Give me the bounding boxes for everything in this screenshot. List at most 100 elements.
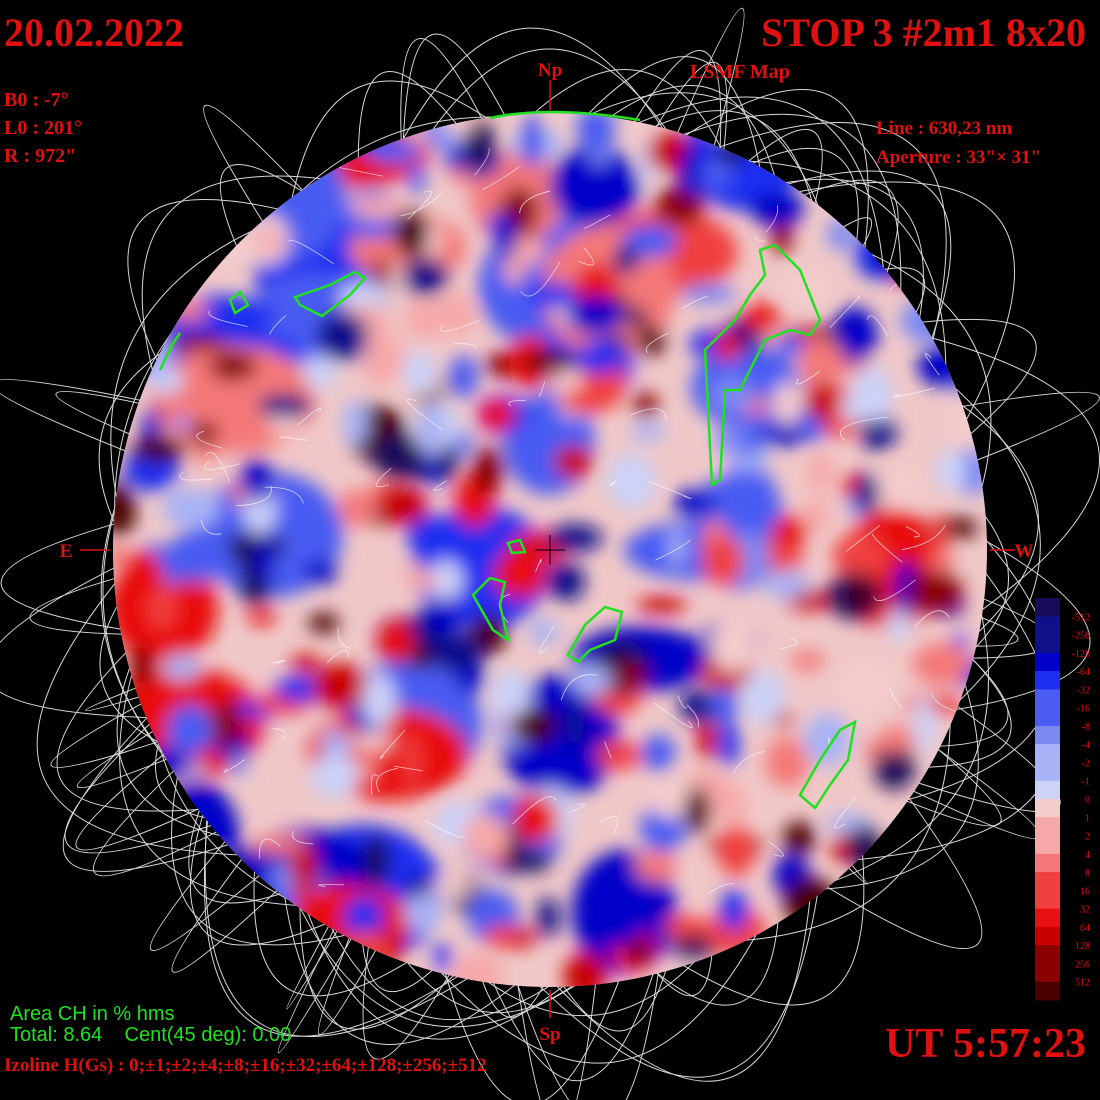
field-line <box>375 467 392 488</box>
field-patch <box>472 446 504 495</box>
instrument: Line : 630,23 nm <box>876 118 1012 139</box>
field-patch <box>638 325 665 356</box>
field-line <box>357 71 462 166</box>
field-line <box>558 963 669 1032</box>
field-line <box>119 662 309 907</box>
field-line <box>297 407 321 426</box>
field-line <box>535 558 542 573</box>
colorbar-label: 16 <box>1080 886 1090 897</box>
field-patch <box>393 209 430 257</box>
field-patch <box>713 333 741 362</box>
field-patch <box>662 915 709 938</box>
field-patch <box>512 795 559 843</box>
field-line <box>560 674 597 701</box>
field-line <box>64 718 219 854</box>
field-patch <box>120 551 164 600</box>
field-patch <box>710 619 756 673</box>
field-line <box>512 796 557 825</box>
field-patch <box>302 355 338 389</box>
field-line <box>269 315 287 335</box>
field-patch <box>612 244 639 275</box>
field-line <box>253 862 415 997</box>
field-patch <box>928 515 948 558</box>
field-line <box>924 352 940 376</box>
field-line <box>920 653 1012 768</box>
ch-contour <box>506 538 527 555</box>
colorbar-cell <box>1035 981 1060 1001</box>
field-line <box>376 768 398 793</box>
colorbar-label: -128 <box>1072 649 1090 660</box>
ch-contour <box>228 290 250 315</box>
colorbar-cell <box>1035 598 1060 617</box>
field-patch <box>742 303 782 333</box>
field-patch <box>549 145 640 226</box>
field-patch <box>719 889 748 932</box>
field-line <box>952 398 1039 640</box>
field-patch <box>838 662 892 712</box>
field-line <box>768 841 784 857</box>
field-patch <box>635 850 678 882</box>
field-patch <box>886 610 911 642</box>
ch-contour <box>489 110 641 122</box>
field-line <box>816 596 989 888</box>
colorbar-cell <box>1035 780 1060 800</box>
field-line <box>288 239 334 265</box>
field-patch <box>338 489 377 528</box>
field-line <box>630 50 722 155</box>
field-patch <box>370 432 427 480</box>
field-line <box>489 966 656 1082</box>
field-line <box>400 192 443 217</box>
field-patch <box>791 650 825 672</box>
param: L0 : 201° <box>4 117 82 139</box>
field-patch <box>855 472 880 514</box>
field-line <box>56 646 207 812</box>
field-line <box>272 728 286 740</box>
field-patch <box>402 733 420 786</box>
field-line <box>932 654 1009 747</box>
field-line <box>790 181 1015 428</box>
field-patch <box>627 305 647 329</box>
field-patch <box>208 351 258 382</box>
field-patch <box>401 257 449 296</box>
field-line <box>840 416 888 441</box>
field-patch <box>403 300 452 340</box>
field-line <box>394 765 423 772</box>
field-line <box>765 204 779 234</box>
field-patch <box>701 535 744 586</box>
field-patch <box>873 740 916 790</box>
field-line <box>370 774 379 795</box>
field-line <box>630 408 667 420</box>
field-patch <box>255 536 273 592</box>
west-label: W <box>1015 541 1034 562</box>
field-patch <box>113 488 137 536</box>
field-patch <box>536 897 560 938</box>
field-line <box>877 267 926 320</box>
field-patch <box>697 712 717 762</box>
field-patch <box>350 196 405 220</box>
ch-contour <box>566 605 624 664</box>
field-line <box>709 121 947 350</box>
field-patch <box>863 739 882 761</box>
field-patch <box>510 708 558 744</box>
field-patch <box>631 422 666 442</box>
field-patch <box>523 113 542 169</box>
colorbar-label: 4 <box>1085 850 1090 861</box>
field-patch <box>430 943 452 973</box>
field-line <box>36 575 248 856</box>
ch-contour <box>158 332 182 371</box>
field-patch <box>798 337 844 386</box>
field-line <box>208 310 248 327</box>
colorbar-cell <box>1035 799 1060 818</box>
field-patch <box>515 850 551 873</box>
field-line <box>539 381 546 397</box>
field-patch <box>545 524 603 552</box>
colorbar-cell <box>1035 945 1060 964</box>
isolines: Izoline H(Gs) : 0;±1;±2;±4;±8;±16;±32;±6… <box>4 1055 487 1076</box>
field-patch <box>679 689 721 724</box>
field-line <box>508 399 527 407</box>
field-line <box>969 614 1019 647</box>
colorbar-cell <box>1035 634 1060 654</box>
field-line <box>110 221 272 520</box>
field-patch <box>303 558 338 585</box>
